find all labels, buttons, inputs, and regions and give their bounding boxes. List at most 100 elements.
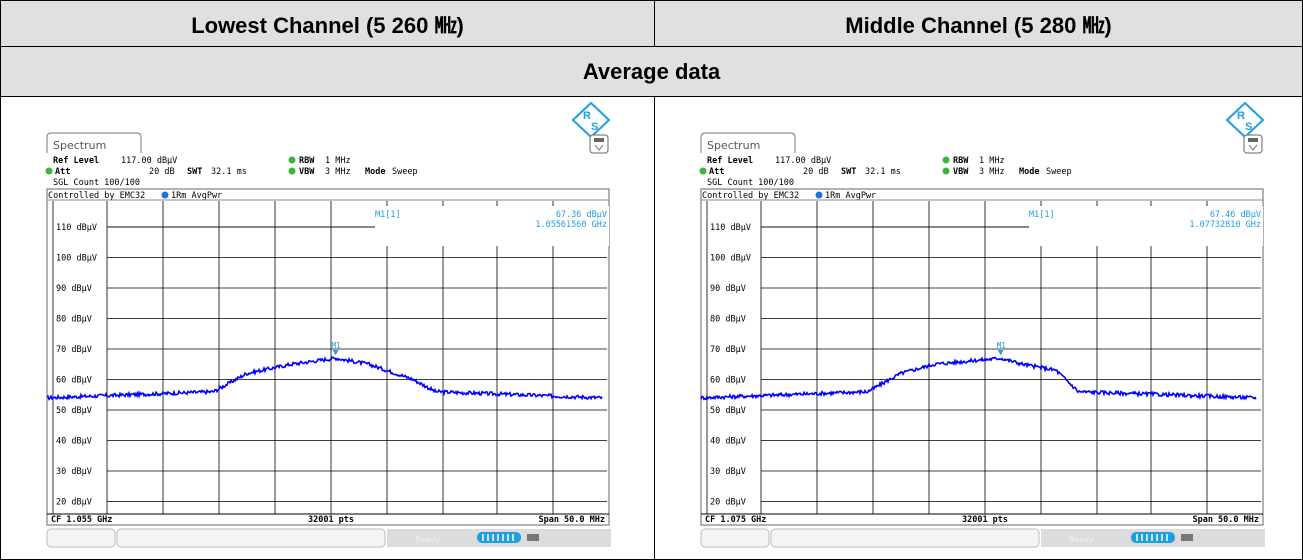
spectrum-trace <box>46 356 603 401</box>
y-tick-label: 110 dBµV <box>710 223 751 233</box>
marker-frequency: 1.07732810 GHz <box>1189 220 1261 230</box>
average-data-header: Average data <box>0 46 1303 97</box>
rbw-status-dot <box>288 156 296 164</box>
y-tick-label: 50 dBµV <box>56 406 92 416</box>
vbw-value: 3 MHz <box>325 167 351 177</box>
logo-letter-r: R <box>583 110 591 122</box>
y-tick-label: 40 dBµV <box>710 437 746 447</box>
y-tick-label: 30 dBµV <box>56 467 92 477</box>
sgl-count: SGL Count 100/100 <box>53 178 140 188</box>
y-tick-label: 80 dBµV <box>710 315 746 325</box>
display-config-icon[interactable] <box>1243 134 1263 154</box>
y-tick-label: 40 dBµV <box>56 437 92 447</box>
lowest-channel-cell: R S Spectrum Ref Level 117.00 dBµV RBW 1 MHz At… <box>0 96 655 560</box>
y-tick-label: 90 dBµV <box>56 284 92 294</box>
trace-label: 1Rm AvgPwr <box>171 191 222 201</box>
y-tick-label: 60 dBµV <box>710 376 746 386</box>
rohde-schwarz-logo: RS <box>571 101 611 139</box>
sweep-points: 32001 pts <box>308 515 354 525</box>
controlled-by-label: Controlled by EMC32 <box>48 191 145 201</box>
marker-triangle <box>997 350 1004 356</box>
y-tick-label: 20 dBµV <box>710 498 746 508</box>
spectrum-tab-label: Spectrum <box>707 139 760 152</box>
lowest-channel-title: Lowest Channel (5 260 ㎒) <box>191 12 464 38</box>
marker-frequency: 1.05561560 GHz <box>535 220 607 230</box>
y-tick-label: 90 dBµV <box>710 284 746 294</box>
vbw-label: VBW <box>953 167 969 177</box>
status-field-2[interactable] <box>116 528 386 548</box>
marker-readout-label: M1[1] <box>1029 210 1055 220</box>
marker-tag: M1 <box>997 341 1006 350</box>
vbw-value: 3 MHz <box>979 167 1005 177</box>
average-data-title: Average data <box>582 58 721 84</box>
center-frequency: CF 1.075 GHz <box>705 515 766 525</box>
y-tick-label: 100 dBµV <box>56 254 97 264</box>
rbw-label: RBW <box>953 156 969 166</box>
y-tick-label: 60 dBµV <box>56 376 92 386</box>
span-value: Span 50.0 MHz <box>538 515 605 525</box>
ref-level-label: Ref Level <box>707 156 753 166</box>
spectrum-svg: RS Spectrum Ref Level 117.00 dBµV RBW 1 MHz At… <box>699 101 1265 548</box>
spectrum-analyzer-screen: R S Spectrum Ref Level 117.00 dBµV RBW 1 MHz At… <box>699 101 1269 551</box>
att-value: 20 dB <box>149 167 175 177</box>
swt-label: SWT <box>187 167 202 177</box>
vbw-label: VBW <box>299 167 315 177</box>
att-label: Att <box>709 167 724 177</box>
rbw-label: RBW <box>299 156 315 166</box>
marker-level: 67.46 dBµV <box>1210 210 1261 220</box>
middle-channel-cell: R S Spectrum Ref Level 117.00 dBµV RBW 1 MHz At… <box>654 96 1303 560</box>
spectrum-trace <box>700 356 1257 401</box>
spectrum-svg: RS Spectrum Ref Level 117.00 dBµV RBW 1 MHz At… <box>45 101 611 548</box>
marker-level: 67.36 dBµV <box>556 210 607 220</box>
status-field-1[interactable] <box>46 528 116 548</box>
spectrum-tab[interactable] <box>46 132 142 153</box>
status-field-1[interactable] <box>700 528 770 548</box>
middle-channel-title: Middle Channel (5 280 ㎒) <box>845 12 1112 38</box>
display-config-icon[interactable] <box>589 134 609 154</box>
lxi-icon <box>527 534 539 541</box>
swt-value: 32.1 ms <box>211 167 247 177</box>
ref-level-value: 117.00 dBµV <box>121 156 177 166</box>
spectrum-tab[interactable] <box>700 132 796 153</box>
y-tick-label: 110 dBµV <box>56 223 97 233</box>
spectrum-tab-label: Spectrum <box>53 139 106 152</box>
logo-letter-s: S <box>1245 121 1252 133</box>
ready-status: Ready <box>1069 535 1094 544</box>
controlled-by-label: Controlled by EMC32 <box>702 191 799 201</box>
y-tick-label: 20 dBµV <box>56 498 92 508</box>
icon-bar <box>1248 138 1258 142</box>
spectrum-analyzer-screen: R S Spectrum Ref Level 117.00 dBµV RBW 1 MHz At… <box>45 101 615 551</box>
middle-channel-header: Middle Channel (5 280 ㎒) <box>654 0 1303 47</box>
vbw-status-dot <box>288 167 296 175</box>
logo-letter-r: R <box>1237 110 1245 122</box>
y-tick-label: 100 dBµV <box>710 254 751 264</box>
y-tick-label: 70 dBµV <box>710 345 746 355</box>
lxi-icon <box>1181 534 1193 541</box>
marker-tag: M1 <box>332 341 341 350</box>
sgl-count: SGL Count 100/100 <box>707 178 794 188</box>
swt-label: SWT <box>841 167 856 177</box>
sweep-points: 32001 pts <box>962 515 1008 525</box>
y-tick-label: 50 dBµV <box>710 406 746 416</box>
att-label: Att <box>55 167 70 177</box>
center-frequency: CF 1.055 GHz <box>51 515 112 525</box>
marker-info-bg <box>1029 206 1263 246</box>
ref-level-value: 117.00 dBµV <box>775 156 831 166</box>
swt-value: 32.1 ms <box>865 167 901 177</box>
y-tick-label: 30 dBµV <box>710 467 746 477</box>
mode-value: Sweep <box>1046 167 1072 177</box>
rbw-value: 1 MHz <box>979 156 1005 166</box>
trace-indicator-dot <box>161 191 169 199</box>
marker-triangle <box>332 350 339 356</box>
rbw-status-dot <box>942 156 950 164</box>
mode-label: Mode <box>365 167 385 177</box>
status-field-2[interactable] <box>770 528 1040 548</box>
ref-level-label: Ref Level <box>53 156 99 166</box>
ready-status: Ready <box>415 535 440 544</box>
att-status-dot <box>699 167 707 175</box>
mode-label: Mode <box>1019 167 1039 177</box>
y-tick-label: 80 dBµV <box>56 315 92 325</box>
att-value: 20 dB <box>803 167 829 177</box>
vbw-status-dot <box>942 167 950 175</box>
